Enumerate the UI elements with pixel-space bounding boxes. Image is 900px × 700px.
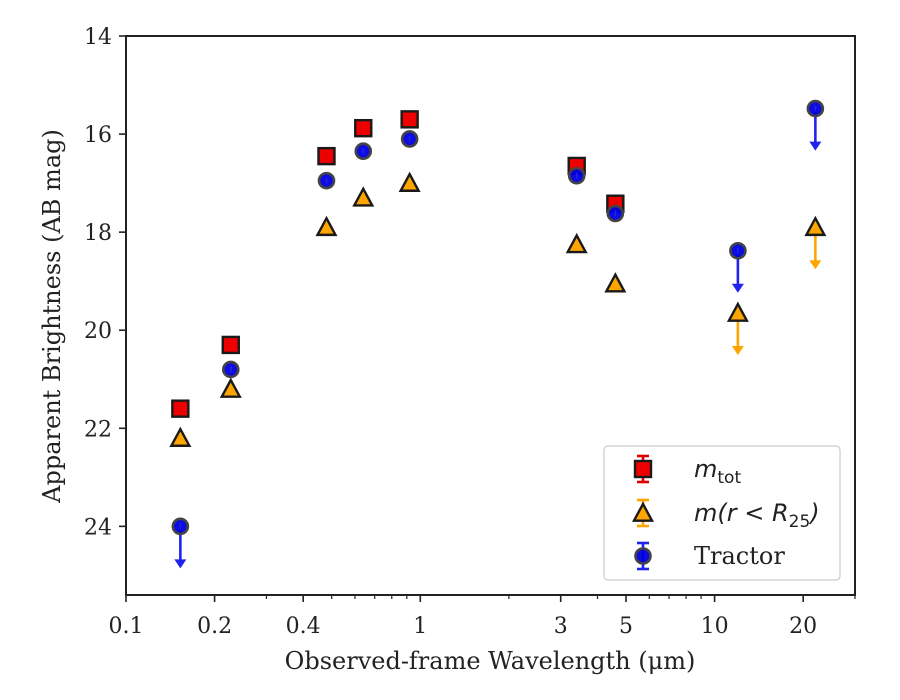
axis-ticks: 0.1 0.2 0.4 1 3 5 10 20 14 16 18 20 22 24 xyxy=(84,25,856,639)
upper-limit-arrowhead xyxy=(731,283,744,293)
x-axis-label: Observed-frame Wavelength (μm) xyxy=(285,647,696,675)
plot-frame xyxy=(125,35,856,596)
upper-limit-arrowhead xyxy=(809,260,822,270)
legend-circle-marker xyxy=(634,547,652,565)
upper-limit-arrowhead xyxy=(809,141,822,151)
x-tick-label: 1 xyxy=(413,614,427,639)
legend-label: mtot xyxy=(694,455,741,488)
x-tick-label: 0.4 xyxy=(286,614,321,639)
legend-label: Tractor xyxy=(694,542,785,570)
legend-box xyxy=(603,445,841,581)
data-marks xyxy=(169,99,827,569)
y-tick-label: 20 xyxy=(84,319,112,344)
y-tick-label: 24 xyxy=(84,515,112,540)
legend-label: m(r < R25) xyxy=(694,499,820,532)
plot-area xyxy=(125,35,856,596)
y-tick-label: 22 xyxy=(84,417,112,442)
y-tick-label: 16 xyxy=(84,123,112,148)
legend-triangle-marker xyxy=(631,501,655,522)
upper-limit-arrowhead xyxy=(731,346,744,356)
legend: mtot m(r < R25) Tractor xyxy=(603,445,841,581)
y-axis-label: Apparent Brightness (AB mag) xyxy=(38,129,66,504)
y-tick-label: 14 xyxy=(84,25,112,50)
series-square xyxy=(171,110,625,418)
series-circle xyxy=(171,99,825,569)
x-tick-label: 3 xyxy=(554,614,568,639)
upper-limit-arrowhead xyxy=(174,559,187,569)
x-tick-label: 10 xyxy=(701,614,729,639)
legend-square-marker xyxy=(633,459,653,479)
x-tick-label: 0.1 xyxy=(109,614,144,639)
x-tick-label: 20 xyxy=(789,614,817,639)
series-triangle xyxy=(169,171,827,447)
y-tick-label: 18 xyxy=(84,221,112,246)
x-tick-label: 5 xyxy=(619,614,633,639)
x-tick-label: 0.2 xyxy=(197,614,232,639)
